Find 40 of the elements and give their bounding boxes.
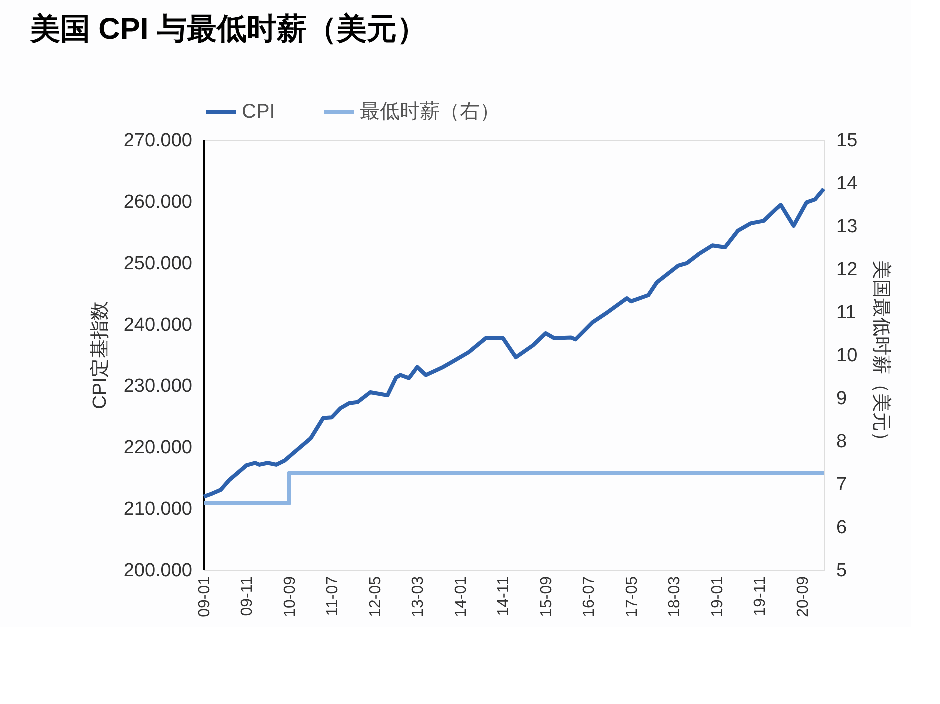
x-tick-label: 16-07 xyxy=(581,576,598,618)
x-tick-label: 13-03 xyxy=(410,576,428,618)
line-series xyxy=(202,187,826,499)
y-tick-label: 220.000 xyxy=(124,438,192,459)
x-tick-label: 17-05 xyxy=(624,576,641,618)
y-tick-label: 240.000 xyxy=(124,314,192,336)
y2-axis-title: 美国最低时薪（美元） xyxy=(870,260,893,450)
y2-tick-label: 14 xyxy=(836,174,858,194)
x-tick-label: 18-03 xyxy=(666,576,684,618)
y2-tick-label: 15 xyxy=(836,130,858,152)
y2-tick-label: 7 xyxy=(836,474,848,496)
y-axis-title: CPI定基指数 xyxy=(88,302,111,410)
x-tick-label: 15-09 xyxy=(538,576,556,618)
y2-tick-label: 11 xyxy=(836,302,856,324)
legend-label: 最低时薪（右） xyxy=(360,101,500,123)
y2-tick-label: 8 xyxy=(836,432,848,452)
chart-title: 美国 CPI 与最低时薪（美元） xyxy=(29,12,428,46)
legend-label: CPI xyxy=(242,101,276,123)
y-tick-label: 200.000 xyxy=(124,560,192,582)
y2-tick-label: 10 xyxy=(836,346,858,366)
y-tick-label: 270.000 xyxy=(124,130,192,152)
y-tick-label: 230.000 xyxy=(124,376,192,398)
x-tick-label: 14-11 xyxy=(496,576,513,616)
y2-tick-label: 5 xyxy=(836,560,848,582)
x-tick-label: 14-01 xyxy=(452,576,470,618)
x-tick-label: 12-05 xyxy=(367,576,384,618)
y2-tick-label: 13 xyxy=(836,216,858,238)
x-tick-label: 19-01 xyxy=(709,576,726,618)
x-tick-label: 11-07 xyxy=(324,576,342,616)
x-tick-label: 10-09 xyxy=(282,576,299,618)
x-tick-label: 09-01 xyxy=(196,576,214,618)
y2-tick-label: 12 xyxy=(836,260,858,280)
y2-tick-label: 6 xyxy=(836,518,848,538)
x-tick-label: 09-11 xyxy=(239,576,256,616)
x-tick-label: 19-11 xyxy=(752,576,770,616)
y2-tick-label: 9 xyxy=(836,388,848,410)
y-tick-label: 260.000 xyxy=(124,192,192,213)
y-tick-label: 250.000 xyxy=(124,253,192,274)
y-tick-label: 210.000 xyxy=(124,499,192,520)
x-tick-label: 20-09 xyxy=(795,576,812,618)
